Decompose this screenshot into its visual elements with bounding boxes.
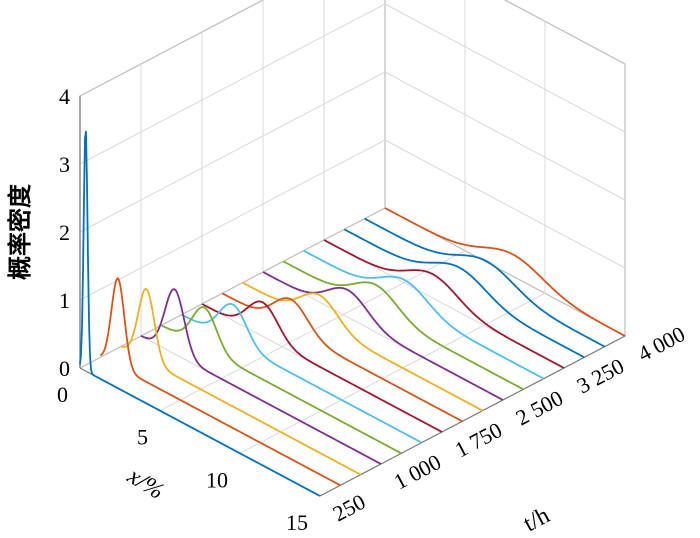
series-layer — [79, 130, 626, 497]
series-line-t750 — [120, 287, 362, 476]
x-tick-label: 10 — [206, 467, 228, 492]
series-line-t3500 — [343, 228, 585, 359]
grid-layer — [79, 0, 626, 497]
series-line-t1250 — [160, 306, 402, 455]
t-axis-title: t/h — [519, 502, 554, 537]
floor-front-edge — [319, 335, 626, 497]
series-line-t2250 — [242, 281, 484, 412]
x-tick-label: 5 — [137, 425, 148, 450]
y-tick-label: 3 — [59, 152, 70, 177]
x-axis-title: x/% — [122, 463, 168, 505]
x-floor-gridline — [239, 292, 546, 454]
t-tick-label: 1 000 — [390, 449, 445, 494]
x-tick-label: 0 — [57, 382, 68, 407]
y-tick-label: 2 — [59, 220, 70, 245]
t-tick-label: 1 750 — [451, 417, 506, 462]
series-line-t3750 — [364, 217, 606, 348]
series-line-t2000 — [221, 292, 463, 423]
series-line-t250 — [79, 130, 321, 497]
series-line-t4000 — [384, 207, 626, 337]
series-line-t1750 — [201, 300, 443, 433]
t-tick-label: 3 250 — [573, 353, 628, 398]
x-tick-label: 15 — [286, 510, 308, 535]
y-tick-label: 1 — [59, 288, 70, 313]
series-line-t500 — [99, 277, 341, 487]
series-line-t2750 — [282, 260, 524, 391]
series-line-t3250 — [323, 239, 565, 369]
y-tick-label: 4 — [59, 84, 70, 109]
x-floor-gridline — [159, 250, 466, 412]
t-tick-label: 4 000 — [634, 321, 689, 366]
y-gridline — [79, 139, 626, 301]
series-line-t1500 — [181, 302, 423, 444]
y-axis-title: 概率密度 — [6, 183, 34, 280]
y-tick-label: 0 — [59, 356, 70, 381]
t-tick-label: 250 — [329, 489, 370, 527]
y-gridline — [79, 71, 626, 233]
series-line-t2500 — [262, 271, 504, 401]
series-line-t1000 — [140, 288, 382, 465]
y-gridline — [79, 3, 626, 165]
t-tick-label: 2 500 — [512, 385, 567, 430]
series-line-t3000 — [303, 249, 545, 380]
back-wall-right — [384, 0, 626, 337]
